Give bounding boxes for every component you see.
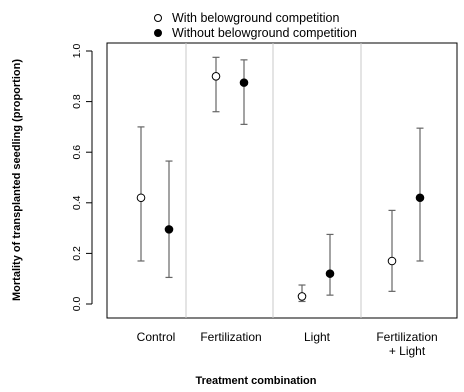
error-bar [326, 233, 334, 296]
x-tick-label-line2: + Light [389, 344, 426, 358]
legend-label-with-competition: With belowground competition [172, 11, 339, 25]
data-point-filled [164, 225, 174, 234]
legend-label-without-competition: Without belowground competition [172, 26, 357, 40]
category-separators [185, 43, 362, 318]
data-points [136, 72, 425, 301]
error-bar [388, 209, 396, 292]
y-tick-label: 0.2 [71, 246, 83, 261]
data-point-open [211, 72, 221, 81]
x-axis-title: Treatment combination [195, 375, 316, 387]
y-tick-label: 0.8 [71, 94, 83, 109]
y-tick-label: 0.0 [71, 297, 83, 312]
legend-filled-circle-marker [154, 29, 162, 37]
y-tick-label: 1.0 [71, 44, 83, 59]
x-tick-label: Light [304, 330, 331, 344]
data-point-filled [325, 269, 335, 278]
data-point-open [387, 256, 397, 266]
error-bar [165, 160, 173, 279]
y-axis: 0.0 0.2 0.4 0.6 0.8 1.0 [71, 44, 93, 312]
data-point-filled [415, 193, 425, 203]
error-bar [212, 56, 220, 113]
legend: With belowground competition Without bel… [154, 11, 357, 40]
x-tick-label: Control [137, 330, 176, 344]
y-tick-label: 0.4 [71, 195, 83, 210]
legend-open-circle-marker [154, 14, 162, 22]
data-point-filled [239, 78, 249, 87]
y-tick-label: 0.6 [71, 145, 83, 160]
error-bars [137, 56, 424, 303]
y-axis-title: Mortality of transplanted seedling (prop… [11, 59, 23, 301]
error-bar [240, 59, 248, 125]
x-axis-tick-labels: Control Fertilization Light Fertilization+ … [137, 330, 438, 358]
x-tick-label: Fertilization [200, 330, 261, 344]
plot-area-frame [106, 42, 458, 319]
x-tick-label: Fertilization [376, 330, 437, 344]
data-point-open [136, 193, 146, 203]
data-point-open [297, 292, 307, 301]
